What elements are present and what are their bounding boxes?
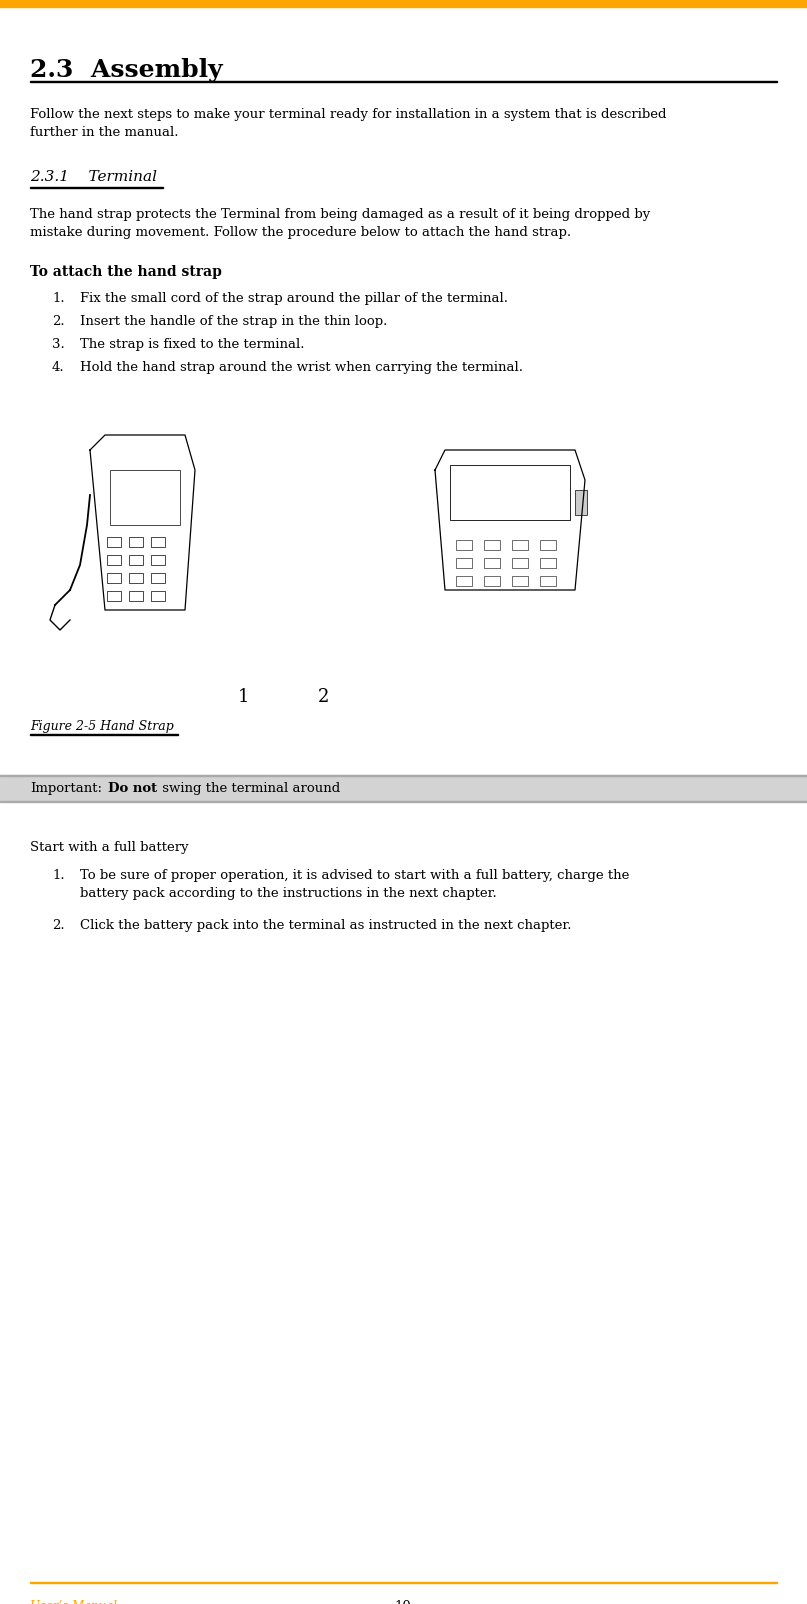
Text: Figure 2-5 Hand Strap: Figure 2-5 Hand Strap [30,720,174,733]
Bar [151,590,165,602]
Text: The hand strap protects the Terminal from being damaged as a result of it being : The hand strap protects the Terminal fro… [30,209,650,239]
Text: swing the terminal around: swing the terminal around [158,783,341,796]
Text: 1.: 1. [52,869,65,882]
Bar [450,465,570,520]
Bar [110,470,180,525]
Bar [107,537,121,547]
Text: The strap is fixed to the terminal.: The strap is fixed to the terminal. [80,338,304,351]
Bar [107,555,121,565]
Text: Start with a full battery: Start with a full battery [30,840,189,853]
Bar [540,558,556,568]
Bar [540,541,556,550]
Text: To be sure of proper operation, it is advised to start with a full battery, char: To be sure of proper operation, it is ad… [80,869,629,900]
Bar [129,555,143,565]
Text: 2.3  Assembly: 2.3 Assembly [30,58,223,82]
Text: Insert the handle of the strap in the thin loop.: Insert the handle of the strap in the th… [80,314,387,327]
Text: 4.: 4. [52,361,65,374]
Bar [484,541,500,550]
Text: 2.3.1    Terminal: 2.3.1 Terminal [30,170,157,184]
Bar [151,555,165,565]
Text: Do not: Do not [108,783,157,796]
Text: 2.: 2. [52,919,65,932]
Text: Click the battery pack into the terminal as instructed in the next chapter.: Click the battery pack into the terminal… [80,919,571,932]
Bar [151,537,165,547]
Bar [0,775,807,800]
Bar [151,573,165,582]
Bar [129,537,143,547]
Bar [484,576,500,585]
Bar [107,573,121,582]
Bar [512,576,528,585]
Bar [456,576,472,585]
Bar [456,541,472,550]
Bar [575,489,587,515]
Text: User’s Manual: User’s Manual [30,1601,117,1604]
Text: Hold the hand strap around the wrist when carrying the terminal.: Hold the hand strap around the wrist whe… [80,361,523,374]
Text: 2: 2 [318,688,329,706]
Text: 2.: 2. [52,314,65,327]
Bar [512,541,528,550]
Text: Important:: Important: [30,783,102,796]
Bar [512,558,528,568]
Bar [484,558,500,568]
Text: Follow the next steps to make your terminal ready for installation in a system t: Follow the next steps to make your termi… [30,107,667,140]
Bar [107,590,121,602]
Bar [129,590,143,602]
Text: 10: 10 [395,1601,412,1604]
Bar [129,573,143,582]
Text: 1: 1 [238,688,249,706]
Bar [456,558,472,568]
Text: To attach the hand strap: To attach the hand strap [30,265,222,279]
Bar [540,576,556,585]
Text: Fix the small cord of the strap around the pillar of the terminal.: Fix the small cord of the strap around t… [80,292,508,305]
Text: 1.: 1. [52,292,65,305]
Text: 3.: 3. [52,338,65,351]
Bar [0,0,807,6]
